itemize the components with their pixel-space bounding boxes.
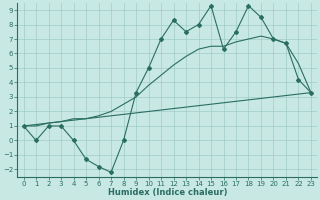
X-axis label: Humidex (Indice chaleur): Humidex (Indice chaleur) bbox=[108, 188, 227, 197]
